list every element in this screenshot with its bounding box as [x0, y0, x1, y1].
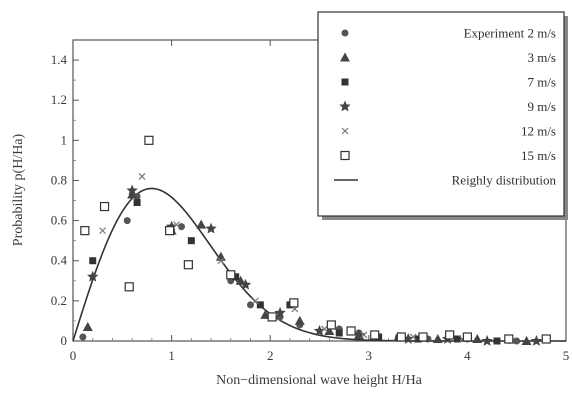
data-point — [521, 336, 532, 345]
data-point — [226, 270, 236, 280]
y-tick-label: 1 — [61, 132, 68, 147]
data-point — [123, 217, 131, 225]
legend-label: 3 m/s — [527, 50, 556, 65]
data-point — [472, 333, 483, 343]
data-point — [454, 335, 462, 343]
data-point — [173, 221, 180, 229]
data-point — [89, 257, 97, 265]
x-axis-title: Non−dimensional wave height H/Ha — [216, 373, 423, 388]
data-point — [274, 306, 286, 318]
x-tick-label: 2 — [267, 348, 274, 363]
data-point — [418, 332, 428, 342]
legend-marker — [341, 29, 349, 37]
data-point — [335, 329, 343, 337]
legend-label: 7 m/s — [527, 75, 556, 90]
data-point — [246, 301, 254, 309]
y-tick-label: 0 — [61, 333, 68, 348]
legend: Experiment 2 m/s 3 m/s 7 m/s 9 m/s 12 m/s 15 … — [317, 11, 568, 220]
data-point — [370, 330, 380, 340]
data-point — [267, 312, 277, 322]
x-tick-label: 5 — [563, 348, 570, 363]
y-tick-label: 0.4 — [51, 253, 68, 268]
data-point — [196, 219, 207, 229]
data-point — [445, 330, 455, 340]
data-point — [396, 332, 406, 342]
data-point — [232, 273, 240, 281]
data-point — [289, 298, 299, 308]
data-point — [79, 333, 87, 341]
y-tick-label: 1.4 — [51, 52, 68, 67]
legend-label: Experiment 2 m/s — [464, 26, 556, 41]
data-point — [187, 237, 195, 245]
data-point — [239, 278, 252, 290]
x-tick-label: 0 — [70, 348, 77, 363]
data-point — [87, 270, 99, 282]
y-tick-label: 0.2 — [51, 293, 67, 308]
x-tick-label: 1 — [168, 348, 175, 363]
data-point — [177, 223, 185, 231]
data-point — [326, 320, 336, 330]
data-point — [324, 325, 335, 335]
data-point — [493, 337, 501, 345]
data-point — [235, 275, 246, 285]
data-point — [294, 315, 305, 325]
legend-marker — [341, 78, 349, 86]
legend-marker — [339, 100, 351, 112]
legend-items: Experiment 2 m/s 3 m/s 7 m/s 9 m/s 12 m/s 15 … — [334, 26, 556, 188]
data-point — [360, 331, 368, 339]
legend-label: Reighly distribution — [452, 173, 557, 188]
data-point — [82, 321, 93, 331]
legend-marker — [340, 150, 350, 161]
data-point — [133, 199, 141, 207]
data-point — [251, 297, 259, 305]
data-point — [217, 257, 225, 265]
y-tick-label: 0.6 — [51, 213, 68, 228]
data-point — [80, 226, 90, 236]
data-point — [513, 337, 521, 345]
y-tick-label: 1.2 — [51, 92, 67, 107]
data-point — [530, 335, 543, 346]
data-point — [124, 282, 134, 292]
data-point — [99, 227, 107, 235]
data-point — [138, 173, 146, 180]
legend-marker — [341, 127, 349, 135]
x-tick-label: 3 — [366, 348, 373, 363]
data-point — [126, 184, 138, 196]
legend-label: 9 m/s — [527, 99, 556, 114]
data-point — [313, 324, 326, 336]
data-point — [432, 333, 443, 343]
legend-label: 12 m/s — [521, 124, 556, 139]
series-2-points — [89, 199, 501, 345]
data-point — [127, 189, 138, 199]
x-tick-label: 4 — [464, 348, 471, 363]
data-point — [183, 260, 193, 270]
y-axis-title: Probability p(H/Ha) — [11, 133, 26, 246]
y-tick-label: 0.8 — [51, 172, 67, 187]
data-point — [462, 332, 472, 342]
data-point — [409, 333, 417, 341]
data-point — [165, 226, 175, 236]
data-point — [99, 201, 110, 212]
data-point — [481, 335, 493, 346]
data-point — [504, 334, 514, 344]
legend-box — [317, 11, 565, 217]
legend-label: 15 m/s — [521, 148, 556, 163]
data-point — [256, 301, 264, 309]
series-5-points — [80, 135, 551, 344]
legend-marker — [340, 52, 350, 62]
points-layer — [79, 135, 551, 346]
data-point — [205, 222, 217, 234]
data-point — [541, 334, 551, 344]
data-point — [321, 325, 328, 333]
data-point — [414, 335, 422, 343]
data-point — [144, 135, 154, 145]
tick-labels: 0 1 2 3 4 5 0 0.2 0.4 0.6 0.8 1 1.2 1.4 — [51, 52, 570, 363]
data-point — [346, 326, 356, 336]
